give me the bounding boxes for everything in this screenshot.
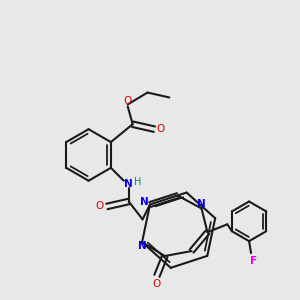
Text: N: N [138, 241, 146, 251]
Text: O: O [96, 202, 104, 212]
Text: O: O [153, 279, 161, 289]
Text: O: O [124, 97, 132, 106]
Text: N: N [124, 179, 133, 189]
Text: N: N [140, 196, 148, 206]
Text: O: O [156, 124, 164, 134]
Text: N: N [197, 200, 206, 209]
Text: F: F [250, 256, 258, 266]
Text: H: H [134, 177, 141, 187]
